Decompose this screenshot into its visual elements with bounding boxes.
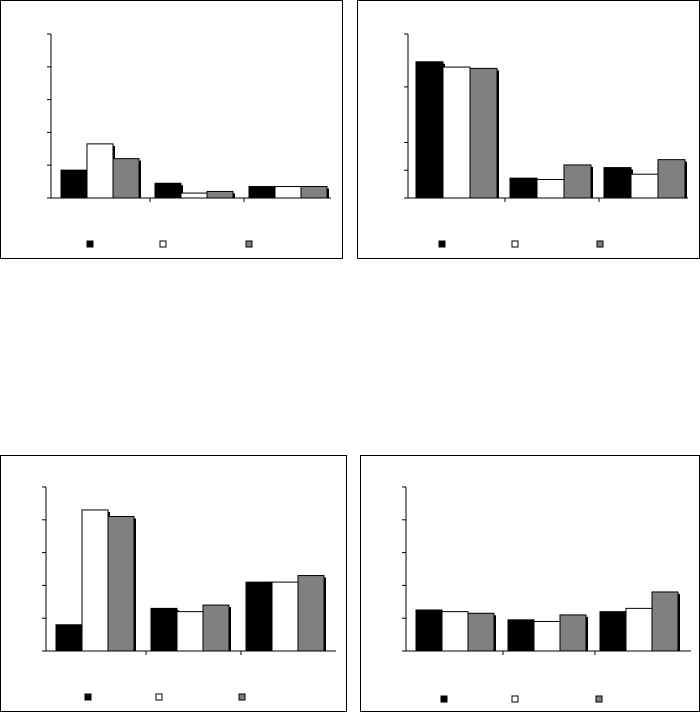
legend-marker — [595, 695, 603, 703]
bar — [415, 61, 444, 199]
bar — [112, 158, 140, 199]
bar — [507, 619, 535, 652]
bar-chart-top-right — [404, 33, 688, 248]
bar — [509, 177, 538, 199]
bar — [536, 178, 565, 199]
bar — [60, 169, 88, 199]
bar — [630, 173, 659, 199]
bar — [300, 186, 328, 199]
bar — [467, 612, 495, 652]
bar — [271, 581, 299, 652]
bar — [651, 591, 679, 652]
bar — [657, 159, 686, 199]
bar — [55, 624, 83, 652]
bar — [563, 164, 592, 199]
bar — [625, 607, 653, 652]
bar — [81, 509, 109, 652]
bar — [297, 575, 325, 652]
chart-panel-top-right — [357, 0, 700, 259]
bar-chart-top-left — [47, 33, 331, 248]
bar — [274, 186, 302, 199]
legend-marker — [438, 240, 446, 248]
legend-marker — [84, 693, 92, 701]
chart-panel-bottom-right — [360, 455, 700, 712]
bar — [176, 611, 204, 652]
bar — [533, 620, 561, 652]
bar — [206, 190, 234, 199]
legend-marker — [596, 240, 604, 248]
legend-marker — [159, 240, 167, 248]
bar — [441, 611, 469, 652]
legend-marker — [238, 693, 246, 701]
bar — [248, 186, 276, 199]
bar — [150, 607, 178, 652]
bar — [180, 192, 208, 199]
chart-panel-bottom-left — [0, 455, 347, 712]
bar — [86, 143, 114, 199]
bar — [603, 167, 632, 199]
bar — [469, 67, 498, 199]
bar — [415, 609, 443, 652]
bar-chart-bottom-left — [42, 486, 336, 701]
bar — [202, 604, 230, 652]
bar-chart-bottom-right — [402, 486, 691, 703]
legend-marker — [440, 695, 448, 703]
legend-marker — [155, 693, 163, 701]
bar — [154, 182, 182, 199]
bar — [599, 611, 627, 652]
bar — [559, 614, 587, 652]
bar — [107, 516, 135, 652]
legend-marker — [245, 240, 253, 248]
legend-marker — [511, 240, 519, 248]
legend-marker — [511, 695, 519, 703]
chart-panel-top-left — [0, 0, 343, 259]
bar — [245, 581, 273, 652]
bar — [442, 66, 471, 199]
legend-marker — [86, 240, 94, 248]
